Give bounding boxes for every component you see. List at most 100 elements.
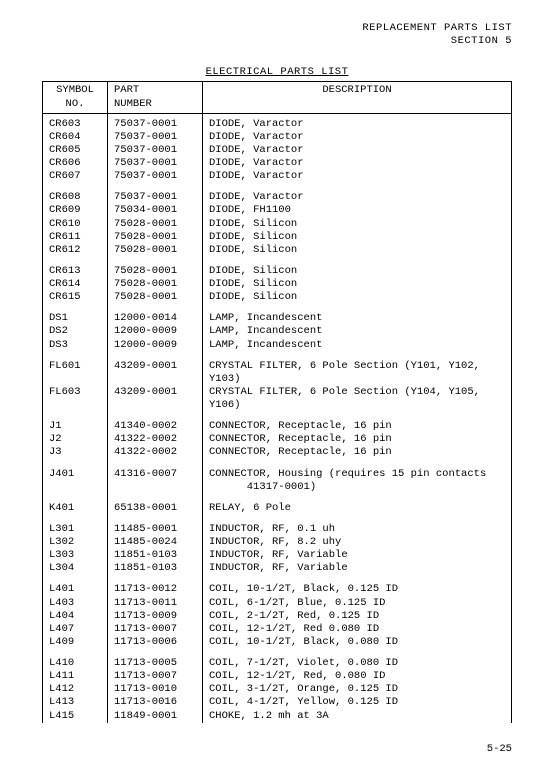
table-row: 41317-0001) — [43, 481, 512, 494]
cell-symbol: CR603 — [43, 118, 108, 131]
cell-part-number: 11849-0001 — [108, 710, 203, 723]
cell-symbol: CR605 — [43, 144, 108, 157]
cell-description: CHOKE, 1.2 mh at 3A — [203, 710, 512, 723]
table-row: L30111485-0001INDUCTOR, RF, 0.1 uh — [43, 523, 512, 536]
table-row: DS312000-0009LAMP, Incandescent — [43, 339, 512, 352]
table-row: DS112000-0014LAMP, Incandescent — [43, 312, 512, 325]
cell-part-number: 43209-0001 — [108, 386, 203, 412]
cell-symbol: L410 — [43, 657, 108, 670]
cell-description: DIODE, Silicon — [203, 278, 512, 291]
cell-part-number: 11713-0010 — [108, 683, 203, 696]
cell-part-number: 41340-0002 — [108, 420, 203, 433]
table-row: L40411713-0009COIL, 2-1/2T, Red, 0.125 I… — [43, 610, 512, 623]
cell-part-number: 75037-0001 — [108, 118, 203, 131]
cell-symbol: J401 — [43, 468, 108, 481]
table-title: ELECTRICAL PARTS LIST — [42, 66, 512, 79]
cell-symbol: CR612 — [43, 244, 108, 257]
cell-symbol: L409 — [43, 636, 108, 649]
col-symbol: SYMBOL NO. — [43, 82, 108, 113]
cell-symbol: CR611 — [43, 231, 108, 244]
table-row: CR60375037-0001DIODE, Varactor — [43, 118, 512, 131]
table-row: DS212000-0009LAMP, Incandescent — [43, 325, 512, 338]
cell-part-number: 12000-0009 — [108, 325, 203, 338]
cell-description: COIL, 4-1/2T, Yellow, 0.125 ID — [203, 696, 512, 709]
cell-description: CONNECTOR, Housing (requires 15 pin cont… — [203, 468, 512, 481]
cell-description: CONNECTOR, Receptacle, 16 pin — [203, 446, 512, 459]
table-row: CR61575028-0001DIODE, Silicon — [43, 291, 512, 304]
cell-symbol: CR615 — [43, 291, 108, 304]
cell-description: DIODE, Varactor — [203, 170, 512, 183]
cell-part-number: 75037-0001 — [108, 170, 203, 183]
table-row: L30411851-0103INDUCTOR, RF, Variable — [43, 562, 512, 575]
table-row: CR61475028-0001DIODE, Silicon — [43, 278, 512, 291]
cell-part-number — [108, 481, 203, 494]
cell-description: LAMP, Incandescent — [203, 339, 512, 352]
table-row: L41511849-0001CHOKE, 1.2 mh at 3A — [43, 710, 512, 723]
cell-description: DIODE, FH1100 — [203, 204, 512, 217]
parts-table: SYMBOL NO. PART NUMBER DESCRIPTION CR603… — [42, 81, 512, 722]
table-row: J341322-0002CONNECTOR, Receptacle, 16 pi… — [43, 446, 512, 459]
table-row: CR61275028-0001DIODE, Silicon — [43, 244, 512, 257]
table-row: J241322-0002CONNECTOR, Receptacle, 16 pi… — [43, 433, 512, 446]
cell-symbol: CR606 — [43, 157, 108, 170]
cell-part-number: 11713-0007 — [108, 623, 203, 636]
table-row: CR61375028-0001DIODE, Silicon — [43, 265, 512, 278]
cell-part-number: 12000-0009 — [108, 339, 203, 352]
cell-description: COIL, 10-1/2T, Black, 0.080 ID — [203, 636, 512, 649]
table-row: CR60475037-0001DIODE, Varactor — [43, 131, 512, 144]
cell-symbol: CR613 — [43, 265, 108, 278]
table-row: CR60975034-0001DIODE, FH1100 — [43, 204, 512, 217]
cell-description: DIODE, Varactor — [203, 131, 512, 144]
cell-part-number: 75037-0001 — [108, 144, 203, 157]
cell-symbol: CR604 — [43, 131, 108, 144]
table-row: L41011713-0005COIL, 7-1/2T, Violet, 0.08… — [43, 657, 512, 670]
cell-part-number: 75037-0001 — [108, 191, 203, 204]
table-row: L41111713-0007COIL, 12-1/2T, Red, 0.080 … — [43, 670, 512, 683]
table-row: J141340-0002CONNECTOR, Receptacle, 16 pi… — [43, 420, 512, 433]
cell-symbol: J1 — [43, 420, 108, 433]
cell-part-number: 75028-0001 — [108, 291, 203, 304]
page-header: REPLACEMENT PARTS LIST SECTION 5 — [42, 22, 512, 48]
cell-symbol: L301 — [43, 523, 108, 536]
cell-symbol: L407 — [43, 623, 108, 636]
cell-symbol: L401 — [43, 583, 108, 596]
cell-symbol: FL603 — [43, 386, 108, 412]
cell-description: COIL, 12-1/2T, Red 0.080 ID — [203, 623, 512, 636]
cell-description: COIL, 6-1/2T, Blue, 0.125 ID — [203, 597, 512, 610]
cell-part-number: 11713-0016 — [108, 696, 203, 709]
cell-symbol: L415 — [43, 710, 108, 723]
cell-description: DIODE, Varactor — [203, 157, 512, 170]
cell-description: CRYSTAL FILTER, 6 Pole Section (Y101, Y1… — [203, 360, 512, 386]
table-row: L40311713-0011COIL, 6-1/2T, Blue, 0.125 … — [43, 597, 512, 610]
cell-symbol: K401 — [43, 502, 108, 515]
cell-part-number: 11485-0001 — [108, 523, 203, 536]
cell-symbol: J2 — [43, 433, 108, 446]
cell-description: DIODE, Silicon — [203, 231, 512, 244]
cell-symbol: L302 — [43, 536, 108, 549]
cell-part-number: 41322-0002 — [108, 446, 203, 459]
table-row: K40165138-0001RELAY, 6 Pole — [43, 502, 512, 515]
cell-description: INDUCTOR, RF, Variable — [203, 549, 512, 562]
cell-description: INDUCTOR, RF, Variable — [203, 562, 512, 575]
table-row: CR60675037-0001DIODE, Varactor — [43, 157, 512, 170]
cell-description: CRYSTAL FILTER, 6 Pole Section (Y104, Y1… — [203, 386, 512, 412]
cell-description: COIL, 12-1/2T, Red, 0.080 ID — [203, 670, 512, 683]
header-line-1: REPLACEMENT PARTS LIST — [42, 22, 512, 35]
cell-description: DIODE, Varactor — [203, 191, 512, 204]
cell-part-number: 75028-0001 — [108, 265, 203, 278]
table-row: FL60343209-0001CRYSTAL FILTER, 6 Pole Se… — [43, 386, 512, 412]
cell-description: LAMP, Incandescent — [203, 325, 512, 338]
cell-description: COIL, 2-1/2T, Red, 0.125 ID — [203, 610, 512, 623]
cell-part-number: 75028-0001 — [108, 278, 203, 291]
table-row: CR60775037-0001DIODE, Varactor — [43, 170, 512, 183]
header-line-2: SECTION 5 — [42, 35, 512, 48]
table-row: CR60575037-0001DIODE, Varactor — [43, 144, 512, 157]
cell-description: INDUCTOR, RF, 0.1 uh — [203, 523, 512, 536]
cell-description: DIODE, Silicon — [203, 218, 512, 231]
cell-description: CONNECTOR, Receptacle, 16 pin — [203, 433, 512, 446]
cell-description: COIL, 10-1/2T, Black, 0.125 ID — [203, 583, 512, 596]
col-part-number: PART NUMBER — [108, 82, 203, 113]
table-row: L41211713-0010COIL, 3-1/2T, Orange, 0.12… — [43, 683, 512, 696]
cell-part-number: 41316-0007 — [108, 468, 203, 481]
cell-symbol: DS3 — [43, 339, 108, 352]
